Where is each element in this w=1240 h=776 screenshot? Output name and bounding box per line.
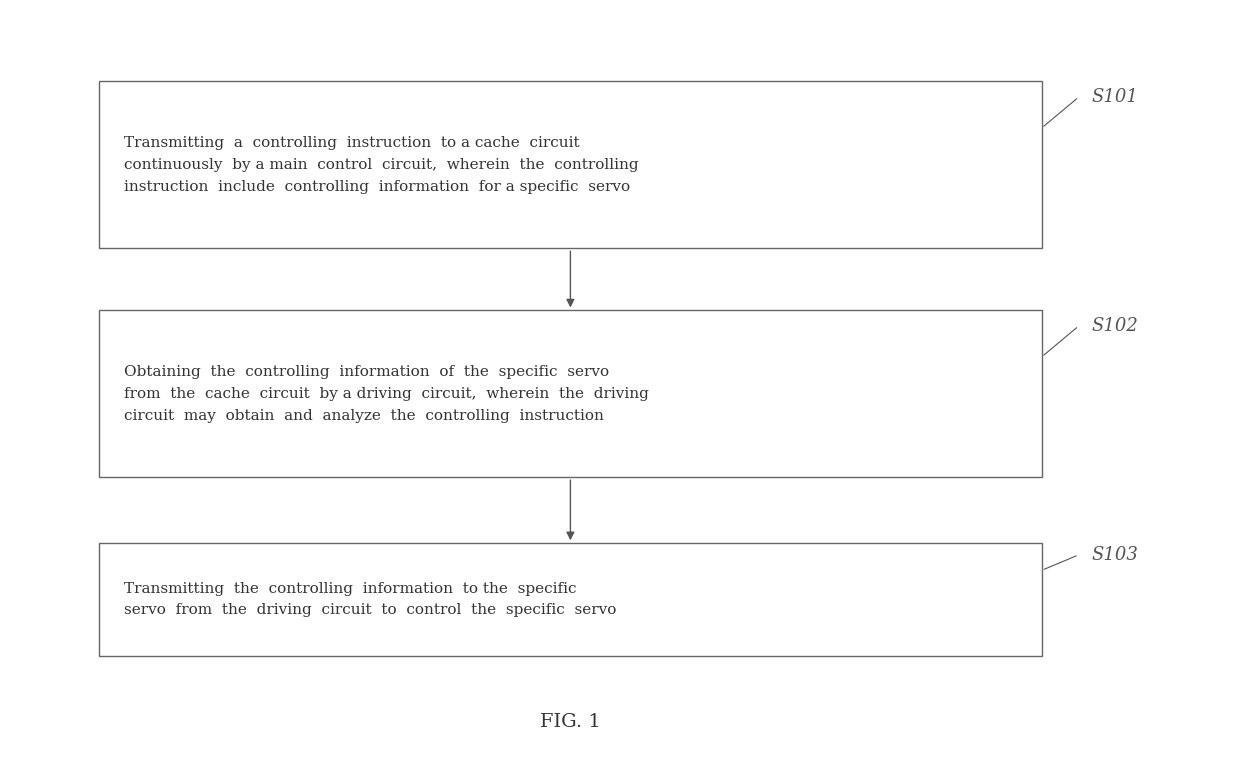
Text: S101: S101 — [1091, 88, 1138, 106]
Bar — [99, 310, 1042, 477]
Text: Transmitting  the  controlling  information  to the  specific
servo  from  the  : Transmitting the controlling information… — [124, 581, 616, 618]
Text: S103: S103 — [1091, 546, 1138, 564]
Text: Transmitting  a  controlling  instruction  to a cache  circuit
continuously  by : Transmitting a controlling instruction t… — [124, 137, 639, 193]
Text: S102: S102 — [1091, 317, 1138, 335]
Bar — [99, 81, 1042, 248]
Text: FIG. 1: FIG. 1 — [541, 712, 600, 731]
Text: Obtaining  the  controlling  information  of  the  specific  servo
from  the  ca: Obtaining the controlling information of… — [124, 365, 649, 422]
Bar — [99, 543, 1042, 656]
